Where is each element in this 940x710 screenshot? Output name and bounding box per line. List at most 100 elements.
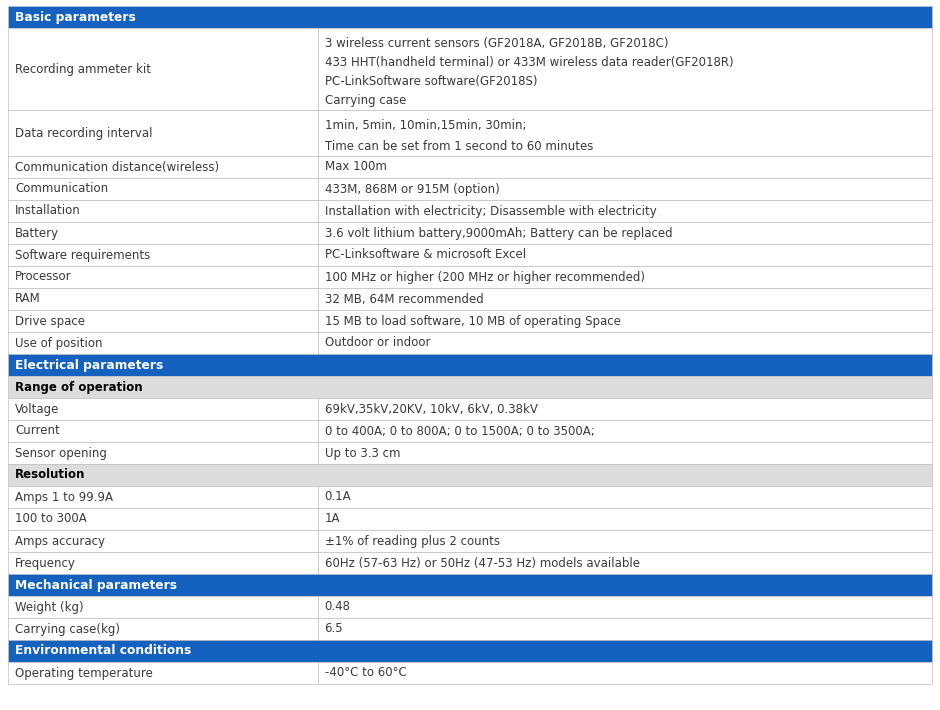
- Text: Carrying case(kg): Carrying case(kg): [15, 623, 120, 635]
- Bar: [318, 200, 932, 222]
- Bar: [8, 486, 318, 508]
- Text: Frequency: Frequency: [15, 557, 76, 569]
- Text: Basic parameters: Basic parameters: [15, 11, 135, 23]
- Bar: [318, 288, 932, 310]
- Bar: [318, 618, 932, 640]
- Text: 433 HHT(handheld terminal) or 433M wireless data reader(GF2018R): 433 HHT(handheld terminal) or 433M wirel…: [324, 56, 733, 69]
- Text: 0 to 400A; 0 to 800A; 0 to 1500A; 0 to 3500A;: 0 to 400A; 0 to 800A; 0 to 1500A; 0 to 3…: [324, 425, 594, 437]
- Text: -40°C to 60°C: -40°C to 60°C: [324, 667, 406, 679]
- Bar: [318, 110, 932, 156]
- Text: Use of position: Use of position: [15, 337, 102, 349]
- Bar: [8, 618, 318, 640]
- Bar: [8, 6, 932, 28]
- Text: Communication distance(wireless): Communication distance(wireless): [15, 160, 219, 173]
- Bar: [8, 530, 318, 552]
- Text: Range of operation: Range of operation: [15, 381, 143, 393]
- Bar: [8, 662, 318, 684]
- Text: Communication: Communication: [15, 182, 108, 195]
- Bar: [8, 354, 932, 376]
- Text: 32 MB, 64M recommended: 32 MB, 64M recommended: [324, 293, 483, 305]
- Bar: [8, 156, 318, 178]
- Bar: [8, 288, 318, 310]
- Bar: [8, 640, 932, 662]
- Bar: [318, 662, 932, 684]
- Text: Installation: Installation: [15, 204, 81, 217]
- Bar: [318, 28, 932, 110]
- Bar: [8, 596, 318, 618]
- Bar: [8, 28, 318, 110]
- Bar: [8, 310, 318, 332]
- Text: Carrying case: Carrying case: [324, 94, 406, 107]
- Text: 100 MHz or higher (200 MHz or higher recommended): 100 MHz or higher (200 MHz or higher rec…: [324, 271, 645, 283]
- Bar: [8, 178, 318, 200]
- Bar: [318, 266, 932, 288]
- Text: Voltage: Voltage: [15, 403, 59, 415]
- Text: Data recording interval: Data recording interval: [15, 126, 152, 139]
- Bar: [8, 398, 318, 420]
- Text: Installation with electricity; Disassemble with electricity: Installation with electricity; Disassemb…: [324, 204, 656, 217]
- Bar: [318, 442, 932, 464]
- Text: 6.5: 6.5: [324, 623, 343, 635]
- Text: ±1% of reading plus 2 counts: ±1% of reading plus 2 counts: [324, 535, 499, 547]
- Text: Mechanical parameters: Mechanical parameters: [15, 579, 177, 591]
- Bar: [8, 464, 932, 486]
- Text: 3 wireless current sensors (GF2018A, GF2018B, GF2018C): 3 wireless current sensors (GF2018A, GF2…: [324, 37, 668, 50]
- Bar: [318, 530, 932, 552]
- Text: Outdoor or indoor: Outdoor or indoor: [324, 337, 430, 349]
- Bar: [8, 508, 318, 530]
- Text: PC-LinkSoftware software(GF2018S): PC-LinkSoftware software(GF2018S): [324, 75, 537, 88]
- Text: 100 to 300A: 100 to 300A: [15, 513, 86, 525]
- Text: Amps accuracy: Amps accuracy: [15, 535, 105, 547]
- Text: 0.1A: 0.1A: [324, 491, 352, 503]
- Bar: [318, 508, 932, 530]
- Text: Current: Current: [15, 425, 60, 437]
- Text: Drive space: Drive space: [15, 315, 85, 327]
- Text: 69kV,35kV,20KV, 10kV, 6kV, 0.38kV: 69kV,35kV,20KV, 10kV, 6kV, 0.38kV: [324, 403, 538, 415]
- Bar: [318, 178, 932, 200]
- Bar: [8, 332, 318, 354]
- Text: 1A: 1A: [324, 513, 340, 525]
- Bar: [318, 420, 932, 442]
- Text: Resolution: Resolution: [15, 469, 86, 481]
- Text: Recording ammeter kit: Recording ammeter kit: [15, 62, 151, 75]
- Bar: [8, 110, 318, 156]
- Text: Battery: Battery: [15, 226, 59, 239]
- Text: Processor: Processor: [15, 271, 71, 283]
- Bar: [318, 156, 932, 178]
- Text: Environmental conditions: Environmental conditions: [15, 645, 191, 657]
- Text: Sensor opening: Sensor opening: [15, 447, 107, 459]
- Text: 433M, 868M or 915M (option): 433M, 868M or 915M (option): [324, 182, 499, 195]
- Text: Electrical parameters: Electrical parameters: [15, 359, 164, 371]
- Bar: [8, 266, 318, 288]
- Bar: [318, 552, 932, 574]
- Bar: [8, 200, 318, 222]
- Text: Amps 1 to 99.9A: Amps 1 to 99.9A: [15, 491, 113, 503]
- Text: 3.6 volt lithium battery,9000mAh; Battery can be replaced: 3.6 volt lithium battery,9000mAh; Batter…: [324, 226, 672, 239]
- Bar: [318, 332, 932, 354]
- Bar: [8, 376, 932, 398]
- Text: Time can be set from 1 second to 60 minutes: Time can be set from 1 second to 60 minu…: [324, 139, 593, 153]
- Text: Max 100m: Max 100m: [324, 160, 386, 173]
- Bar: [318, 222, 932, 244]
- Bar: [8, 420, 318, 442]
- Text: 15 MB to load software, 10 MB of operating Space: 15 MB to load software, 10 MB of operati…: [324, 315, 620, 327]
- Text: PC-Linksoftware & microsoft Excel: PC-Linksoftware & microsoft Excel: [324, 248, 525, 261]
- Text: RAM: RAM: [15, 293, 40, 305]
- Text: 0.48: 0.48: [324, 601, 351, 613]
- Bar: [318, 486, 932, 508]
- Text: Up to 3.3 cm: Up to 3.3 cm: [324, 447, 400, 459]
- Text: Operating temperature: Operating temperature: [15, 667, 153, 679]
- Text: Weight (kg): Weight (kg): [15, 601, 84, 613]
- Bar: [318, 596, 932, 618]
- Bar: [318, 244, 932, 266]
- Bar: [8, 552, 318, 574]
- Text: Software requirements: Software requirements: [15, 248, 150, 261]
- Bar: [8, 442, 318, 464]
- Text: 60Hz (57-63 Hz) or 50Hz (47-53 Hz) models available: 60Hz (57-63 Hz) or 50Hz (47-53 Hz) model…: [324, 557, 639, 569]
- Bar: [8, 244, 318, 266]
- Bar: [318, 398, 932, 420]
- Text: 1min, 5min, 10min,15min, 30min;: 1min, 5min, 10min,15min, 30min;: [324, 119, 526, 133]
- Bar: [8, 574, 932, 596]
- Bar: [8, 222, 318, 244]
- Bar: [318, 310, 932, 332]
